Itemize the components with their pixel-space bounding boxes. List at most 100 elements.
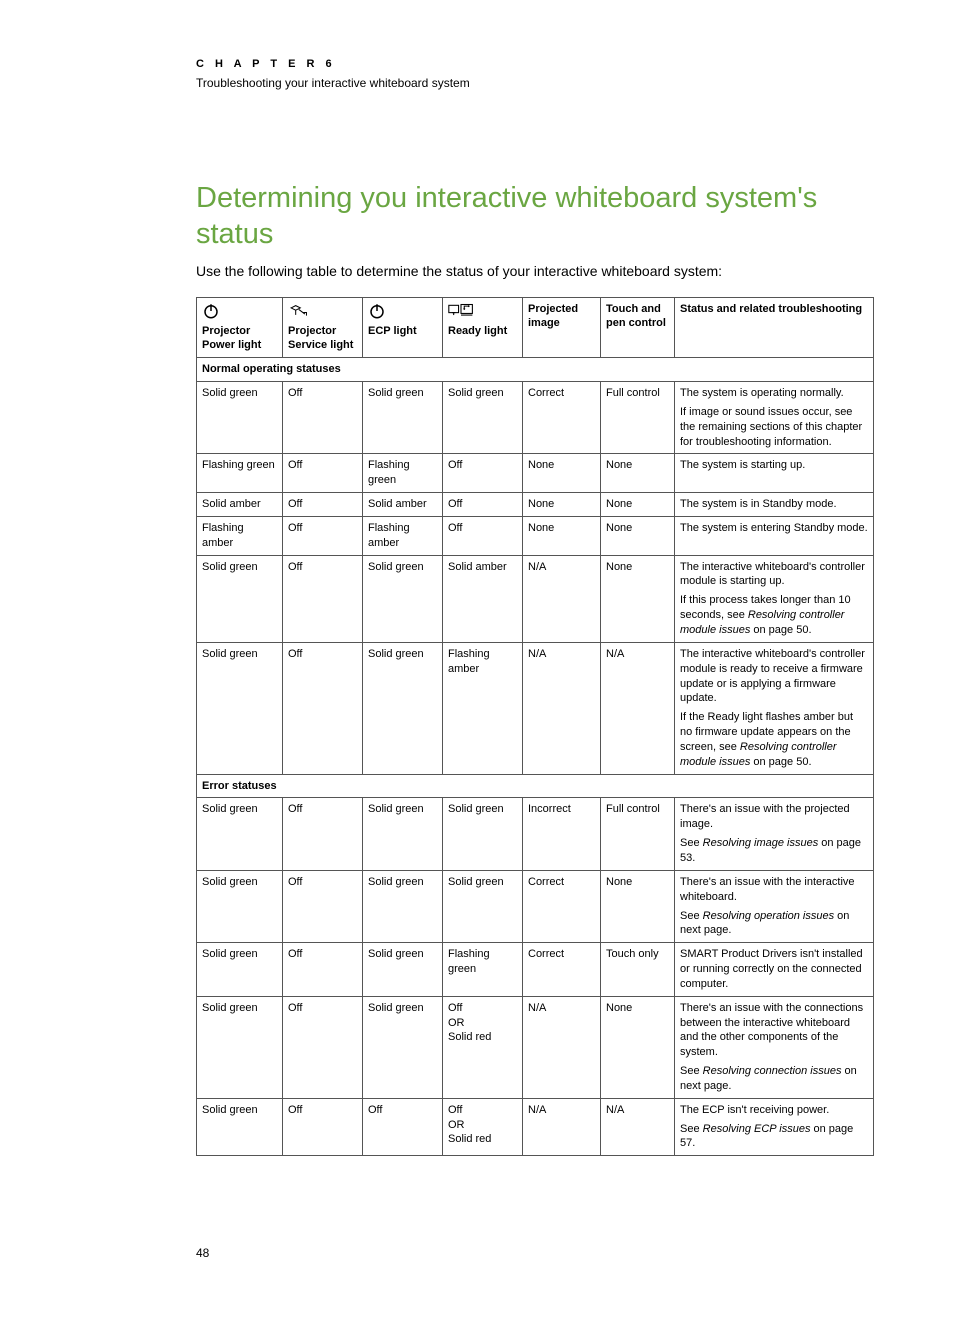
- table-cell: Off: [283, 493, 363, 517]
- table-row: Solid amberOffSolid amberOffNoneNoneThe …: [197, 493, 874, 517]
- chapter-subtitle: Troubleshooting your interactive whitebo…: [196, 76, 874, 90]
- table-cell: Full control: [601, 798, 675, 870]
- table-cell: N/A: [523, 642, 601, 774]
- table-cell: OffORSolid red: [443, 996, 523, 1098]
- table-cell: Correct: [523, 943, 601, 997]
- table-cell: Solid green: [443, 382, 523, 454]
- table-cell: Solid green: [197, 996, 283, 1098]
- status-cell: There's an issue with the interactive wh…: [675, 870, 874, 942]
- table-cell: Solid green: [197, 798, 283, 870]
- table-cell: None: [601, 996, 675, 1098]
- page-title: Determining you interactive whiteboard s…: [196, 180, 874, 253]
- table-row: Solid greenOffSolid greenSolid greenInco…: [197, 798, 874, 870]
- column-header: Touch and pen control: [601, 297, 675, 358]
- table-cell: N/A: [523, 555, 601, 642]
- table-row: Solid greenOffSolid greenSolid greenCorr…: [197, 382, 874, 454]
- table-cell: Off: [443, 493, 523, 517]
- table-cell: None: [601, 516, 675, 555]
- table-cell: None: [601, 454, 675, 493]
- status-table: Projector Power lightProjector Service l…: [196, 297, 874, 1157]
- table-cell: Solid green: [363, 798, 443, 870]
- table-cell: Solid green: [443, 870, 523, 942]
- table-cell: N/A: [523, 996, 601, 1098]
- table-cell: Off: [283, 996, 363, 1098]
- table-cell: OffORSolid red: [443, 1098, 523, 1156]
- table-head: Projector Power lightProjector Service l…: [197, 297, 874, 358]
- table-cell: Solid green: [443, 798, 523, 870]
- table-cell: Off: [283, 1098, 363, 1156]
- table-cell: Off: [283, 555, 363, 642]
- column-header: Projector Service light: [283, 297, 363, 358]
- table-cell: Solid green: [363, 870, 443, 942]
- table-cell: None: [523, 454, 601, 493]
- table-row: Solid greenOffOffOffORSolid redN/AN/AThe…: [197, 1098, 874, 1156]
- table-cell: Off: [283, 454, 363, 493]
- power-icon: [202, 302, 220, 320]
- table-cell: N/A: [523, 1098, 601, 1156]
- table-cell: Solid amber: [443, 555, 523, 642]
- table-body: Normal operating statusesSolid greenOffS…: [197, 358, 874, 1156]
- status-cell: There's an issue with the projected imag…: [675, 798, 874, 870]
- table-cell: Touch only: [601, 943, 675, 997]
- table-cell: Solid green: [197, 870, 283, 942]
- table-cell: Flashing amber: [197, 516, 283, 555]
- table-cell: Solid green: [363, 382, 443, 454]
- table-cell: Full control: [601, 382, 675, 454]
- table-cell: Off: [443, 516, 523, 555]
- table-row: Solid greenOffSolid greenSolid amberN/AN…: [197, 555, 874, 642]
- table-cell: None: [523, 516, 601, 555]
- table-cell: Solid green: [363, 943, 443, 997]
- table-cell: Correct: [523, 870, 601, 942]
- table-cell: Off: [363, 1098, 443, 1156]
- table-cell: Off: [283, 870, 363, 942]
- table-row: Flashing amberOffFlashing amberOffNoneNo…: [197, 516, 874, 555]
- table-cell: None: [523, 493, 601, 517]
- power-icon: [368, 302, 386, 320]
- section-row: Error statuses: [197, 774, 874, 798]
- table-cell: N/A: [601, 642, 675, 774]
- section-row: Normal operating statuses: [197, 358, 874, 382]
- ready-icon: [448, 302, 474, 320]
- table-cell: Solid amber: [197, 493, 283, 517]
- table-cell: Correct: [523, 382, 601, 454]
- column-header: Projected image: [523, 297, 601, 358]
- column-header: Projector Power light: [197, 297, 283, 358]
- table-cell: Solid green: [363, 555, 443, 642]
- document-page: C H A P T E R 6 Troubleshooting your int…: [0, 0, 954, 1320]
- status-cell: The system is operating normally.If imag…: [675, 382, 874, 454]
- table-cell: Off: [443, 454, 523, 493]
- table-row: Solid greenOffSolid greenFlashing amberN…: [197, 642, 874, 774]
- page-number: 48: [196, 1246, 874, 1260]
- table-cell: Off: [283, 642, 363, 774]
- table-cell: Off: [283, 943, 363, 997]
- table-cell: N/A: [601, 1098, 675, 1156]
- column-header: ECP light: [363, 297, 443, 358]
- table-cell: None: [601, 555, 675, 642]
- table-cell: Off: [283, 516, 363, 555]
- table-row: Flashing greenOffFlashing greenOffNoneNo…: [197, 454, 874, 493]
- table-cell: Solid green: [197, 382, 283, 454]
- table-cell: Off: [283, 382, 363, 454]
- table-cell: Flashing amber: [363, 516, 443, 555]
- table-row: Solid greenOffSolid greenOffORSolid redN…: [197, 996, 874, 1098]
- table-cell: Solid green: [363, 642, 443, 774]
- column-header: Status and related troubleshooting: [675, 297, 874, 358]
- status-cell: The system is in Standby mode.: [675, 493, 874, 517]
- table-cell: Flashing green: [197, 454, 283, 493]
- table-row: Solid greenOffSolid greenFlashing greenC…: [197, 943, 874, 997]
- status-cell: There's an issue with the connections be…: [675, 996, 874, 1098]
- table-cell: Solid green: [197, 642, 283, 774]
- status-cell: The system is entering Standby mode.: [675, 516, 874, 555]
- status-cell: The interactive whiteboard's controller …: [675, 642, 874, 774]
- table-cell: None: [601, 870, 675, 942]
- table-cell: Solid green: [197, 555, 283, 642]
- table-row: Solid greenOffSolid greenSolid greenCorr…: [197, 870, 874, 942]
- table-cell: Off: [283, 798, 363, 870]
- table-cell: Flashing green: [443, 943, 523, 997]
- status-cell: The interactive whiteboard's controller …: [675, 555, 874, 642]
- status-cell: SMART Product Drivers isn't installed or…: [675, 943, 874, 997]
- table-cell: Solid amber: [363, 493, 443, 517]
- table-cell: Solid green: [197, 943, 283, 997]
- table-cell: Solid green: [363, 996, 443, 1098]
- table-cell: Flashing green: [363, 454, 443, 493]
